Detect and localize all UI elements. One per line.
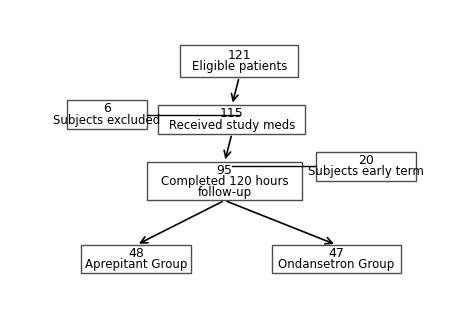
Text: Aprepitant Group: Aprepitant Group xyxy=(85,258,188,271)
Text: Subjects excluded: Subjects excluded xyxy=(54,114,161,126)
Text: Eligible patients: Eligible patients xyxy=(191,60,287,73)
Text: 48: 48 xyxy=(128,247,144,260)
Text: 47: 47 xyxy=(328,247,345,260)
Text: 20: 20 xyxy=(358,154,374,167)
Text: 95: 95 xyxy=(217,164,232,177)
Text: Completed 120 hours: Completed 120 hours xyxy=(161,175,288,188)
FancyBboxPatch shape xyxy=(82,245,191,273)
FancyBboxPatch shape xyxy=(66,100,147,129)
Text: follow-up: follow-up xyxy=(198,186,252,199)
Text: Received study meds: Received study meds xyxy=(169,118,295,132)
FancyBboxPatch shape xyxy=(147,162,301,200)
Text: Subjects early term: Subjects early term xyxy=(308,166,424,178)
Text: 115: 115 xyxy=(220,108,244,120)
FancyBboxPatch shape xyxy=(316,152,416,181)
FancyBboxPatch shape xyxy=(272,245,401,273)
Text: 121: 121 xyxy=(228,49,251,62)
Text: Ondansetron Group: Ondansetron Group xyxy=(278,258,395,271)
FancyBboxPatch shape xyxy=(181,45,298,77)
Text: 6: 6 xyxy=(103,102,111,116)
FancyBboxPatch shape xyxy=(158,105,305,134)
